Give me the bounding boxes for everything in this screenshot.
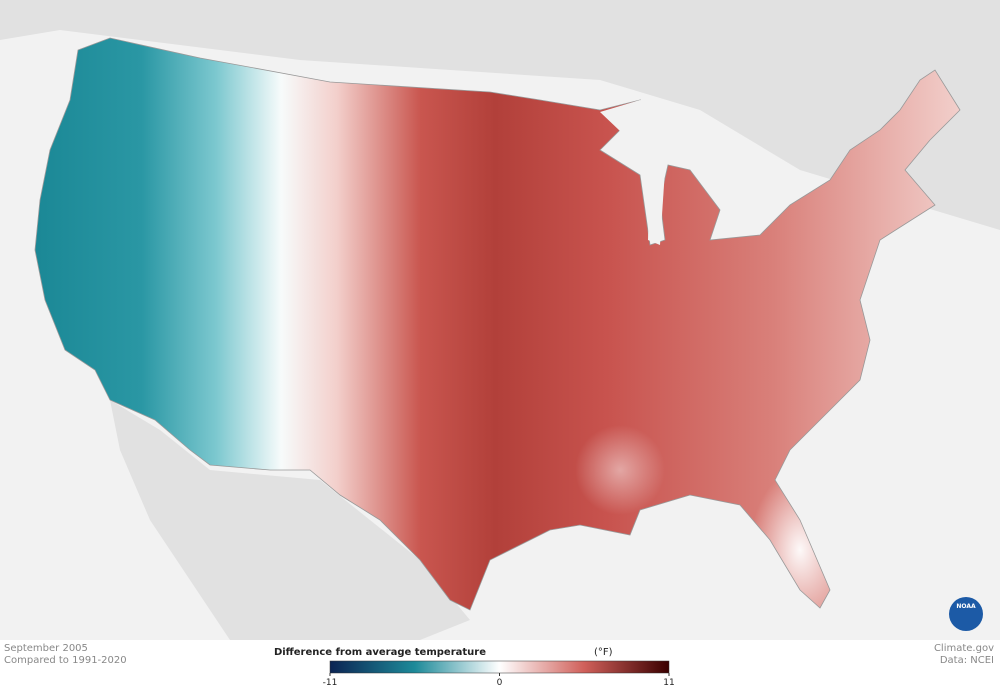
mexico	[110, 400, 470, 640]
noaa-logo	[949, 597, 983, 631]
baseline: Compared to 1991-2020	[4, 655, 127, 666]
colorbar	[329, 660, 670, 674]
colorbar-tick-label: 0	[497, 678, 503, 688]
colorbar-tick-label: -11	[323, 678, 338, 688]
lake-superior	[600, 100, 690, 150]
colorbar-tick-label: 11	[663, 678, 674, 688]
lake-michigan	[648, 160, 665, 245]
legend-unit: (°F)	[594, 647, 613, 658]
legend-title: Difference from average temperature	[274, 647, 486, 658]
canada	[0, 0, 1000, 230]
logo-text: NOAA	[956, 603, 976, 610]
source: Data: NCEI	[940, 655, 994, 666]
date: September 2005	[4, 643, 88, 654]
south-tint	[575, 425, 665, 515]
site: Climate.gov	[934, 643, 994, 654]
